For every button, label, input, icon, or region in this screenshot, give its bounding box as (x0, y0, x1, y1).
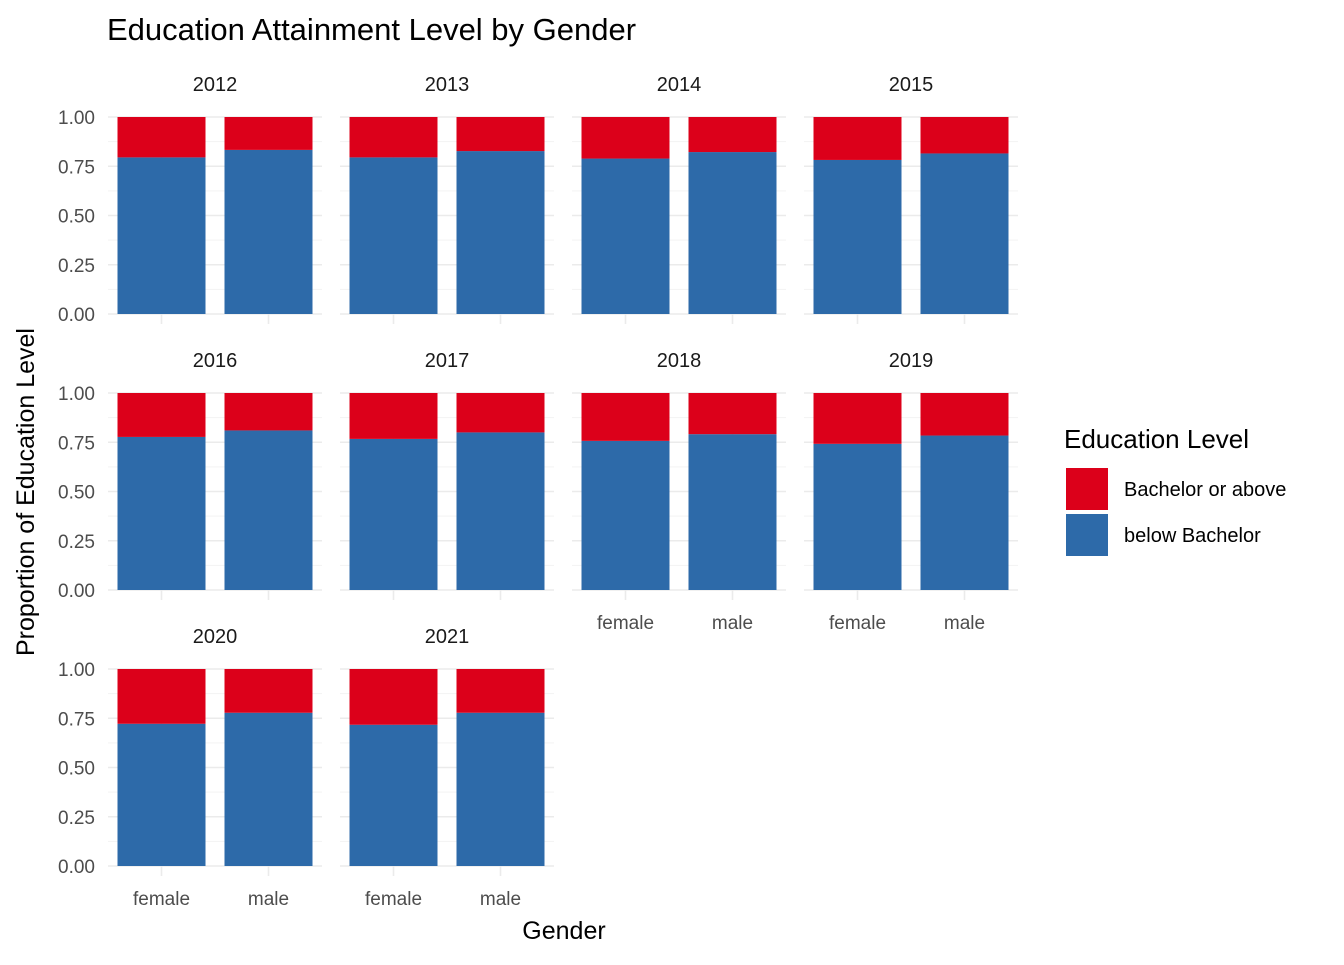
bar-bachelor-or-above-2021-male (456, 669, 545, 713)
bar-bachelor-or-above-2012-male (224, 117, 313, 150)
y-tick-label: 0.50 (58, 759, 95, 780)
bar-below-bachelor-2019-female (813, 443, 902, 590)
facet-label-2015: 2015 (889, 74, 934, 96)
bar-bachelor-or-above-2018-male (688, 393, 777, 435)
panel-2021: 2021 female male (340, 626, 554, 910)
bar-bachelor-or-above-2019-male (920, 393, 1009, 436)
bar-bachelor-or-above-2020-male (224, 669, 313, 713)
y-tick-label: 0.75 (58, 709, 95, 730)
legend-key-1 (1066, 514, 1108, 556)
bar-below-bachelor-2014-female (581, 158, 670, 314)
facet-label-2016: 2016 (193, 350, 238, 372)
bar-below-bachelor-2013-male (456, 151, 545, 314)
y-tick-label: 1.00 (58, 384, 95, 405)
bar-below-bachelor-2019-male (920, 435, 1009, 590)
y-tick-label: 0.00 (58, 857, 95, 878)
legend: Education Level Bachelor or above below B… (1064, 424, 1286, 556)
bar-below-bachelor-2012-female (117, 157, 206, 314)
y-tick-label: 0.25 (58, 256, 95, 277)
y-tick-label: 0.25 (58, 532, 95, 553)
bar-bachelor-or-above-2017-male (456, 393, 545, 433)
bar-below-bachelor-2021-female (349, 724, 438, 866)
x-tick-label-male: male (248, 889, 289, 910)
panel-2020: 2020 0.00 0.25 0.50 0.75 1.00 female male (58, 626, 322, 910)
facet-label-2020: 2020 (193, 626, 238, 648)
y-tick-label: 0.50 (58, 207, 95, 228)
bar-below-bachelor-2018-female (581, 440, 670, 590)
x-axis-title: Gender (522, 917, 605, 945)
bar-bachelor-or-above-2018-female (581, 393, 670, 441)
panel-2013: 2013 (340, 74, 554, 324)
bar-below-bachelor-2020-male (224, 712, 313, 866)
y-tick-label: 1.00 (58, 108, 95, 129)
y-tick-label: 0.75 (58, 433, 95, 454)
bar-below-bachelor-2018-male (688, 434, 777, 590)
panel-2014: 2014 (572, 74, 786, 324)
y-tick-label: 0.00 (58, 581, 95, 602)
bar-bachelor-or-above-2013-female (349, 117, 438, 158)
facet-label-2017: 2017 (425, 350, 470, 372)
y-tick-label: 0.75 (58, 157, 95, 178)
x-tick-label-female: female (133, 889, 190, 910)
bar-bachelor-or-above-2013-male (456, 117, 545, 152)
bar-bachelor-or-above-2020-female (117, 669, 206, 724)
x-tick-label-male: male (944, 613, 985, 634)
bar-bachelor-or-above-2012-female (117, 117, 206, 158)
bar-below-bachelor-2015-male (920, 153, 1009, 314)
bar-below-bachelor-2016-male (224, 430, 313, 590)
bar-below-bachelor-2016-female (117, 436, 206, 590)
bar-bachelor-or-above-2021-female (349, 669, 438, 725)
bar-below-bachelor-2014-male (688, 152, 777, 314)
bar-below-bachelor-2021-male (456, 712, 545, 866)
panel-2019: 2019 female male (804, 350, 1018, 634)
panel-2018: 2018 female male (572, 350, 786, 634)
bar-bachelor-or-above-2016-male (224, 393, 313, 431)
bar-below-bachelor-2013-female (349, 157, 438, 314)
legend-title: Education Level (1064, 424, 1249, 454)
legend-key-0 (1066, 468, 1108, 510)
bar-below-bachelor-2012-male (224, 149, 313, 314)
facet-panels: 2012 0.00 0.25 0.50 0.75 1.00 2013 2014 2015 2016… (58, 74, 1018, 910)
bar-below-bachelor-2015-female (813, 159, 902, 314)
y-tick-label: 0.50 (58, 483, 95, 504)
y-tick-label: 1.00 (58, 660, 95, 681)
x-tick-label-female: female (365, 889, 422, 910)
facet-label-2019: 2019 (889, 350, 934, 372)
x-tick-label-female: female (829, 613, 886, 634)
x-tick-label-male: male (712, 613, 753, 634)
bar-bachelor-or-above-2019-female (813, 393, 902, 444)
facet-label-2013: 2013 (425, 74, 470, 96)
bar-bachelor-or-above-2016-female (117, 393, 206, 437)
bar-below-bachelor-2017-male (456, 432, 545, 590)
bar-bachelor-or-above-2014-female (581, 117, 670, 159)
bar-below-bachelor-2020-female (117, 723, 206, 866)
y-tick-label: 0.25 (58, 808, 95, 829)
x-tick-label-female: female (597, 613, 654, 634)
legend-label-1: below Bachelor (1124, 525, 1261, 547)
facet-label-2021: 2021 (425, 626, 470, 648)
x-tick-label-male: male (480, 889, 521, 910)
y-axis-title: Proportion of Education Level (12, 328, 40, 656)
panel-2017: 2017 (340, 350, 554, 600)
bar-bachelor-or-above-2017-female (349, 393, 438, 439)
panel-2016: 2016 0.00 0.25 0.50 0.75 1.00 (58, 350, 322, 602)
chart-title: Education Attainment Level by Gender (107, 12, 636, 47)
facet-label-2018: 2018 (657, 350, 702, 372)
bar-bachelor-or-above-2015-male (920, 117, 1009, 154)
bar-below-bachelor-2017-female (349, 438, 438, 590)
panel-2012: 2012 0.00 0.25 0.50 0.75 1.00 (58, 74, 322, 326)
bar-bachelor-or-above-2014-male (688, 117, 777, 153)
panel-2015: 2015 (804, 74, 1018, 324)
bar-bachelor-or-above-2015-female (813, 117, 902, 160)
facet-label-2012: 2012 (193, 74, 238, 96)
legend-label-0: Bachelor or above (1124, 479, 1286, 501)
y-tick-label: 0.00 (58, 305, 95, 326)
facet-label-2014: 2014 (657, 74, 702, 96)
